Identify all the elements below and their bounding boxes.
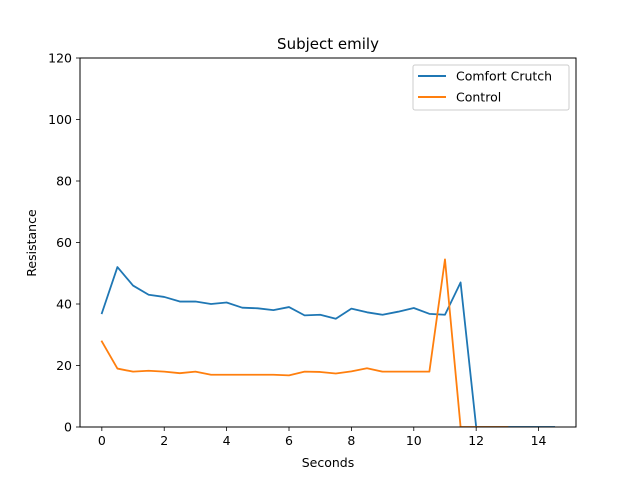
y-axis-label: Resistance xyxy=(24,209,39,277)
legend: Comfort Crutch Control xyxy=(412,64,570,111)
y-tick-label: 60 xyxy=(56,235,72,250)
x-tick-label: 4 xyxy=(223,433,231,448)
x-axis-label: Seconds xyxy=(302,455,355,470)
y-tick-label: 20 xyxy=(56,358,72,373)
x-tick-label: 2 xyxy=(160,433,168,448)
legend-box xyxy=(412,64,570,111)
y-tick-label: 80 xyxy=(56,174,72,189)
x-tick-label: 6 xyxy=(285,433,293,448)
x-tick-label: 12 xyxy=(468,433,484,448)
chart-title: Subject emily xyxy=(277,35,379,53)
x-tick-label: 8 xyxy=(347,433,355,448)
axis-ticks-layer: 0 2 4 6 8 10 12 14 0 20 40 60 80 100 120 xyxy=(48,51,546,449)
x-tick-label: 14 xyxy=(531,433,547,448)
y-tick-label: 40 xyxy=(56,297,72,312)
legend-label-control: Control xyxy=(456,90,501,105)
y-tick-label: 100 xyxy=(48,112,72,127)
series-lines-layer xyxy=(100,258,556,427)
y-tick-label: 120 xyxy=(48,51,72,66)
x-tick-label: 10 xyxy=(406,433,422,448)
series-line-control xyxy=(100,258,509,427)
series-line-comfort-crutch xyxy=(100,266,556,427)
legend-label-comfort-crutch: Comfort Crutch xyxy=(456,69,552,84)
x-tick-label: 0 xyxy=(98,433,106,448)
y-tick-label: 0 xyxy=(64,420,72,435)
